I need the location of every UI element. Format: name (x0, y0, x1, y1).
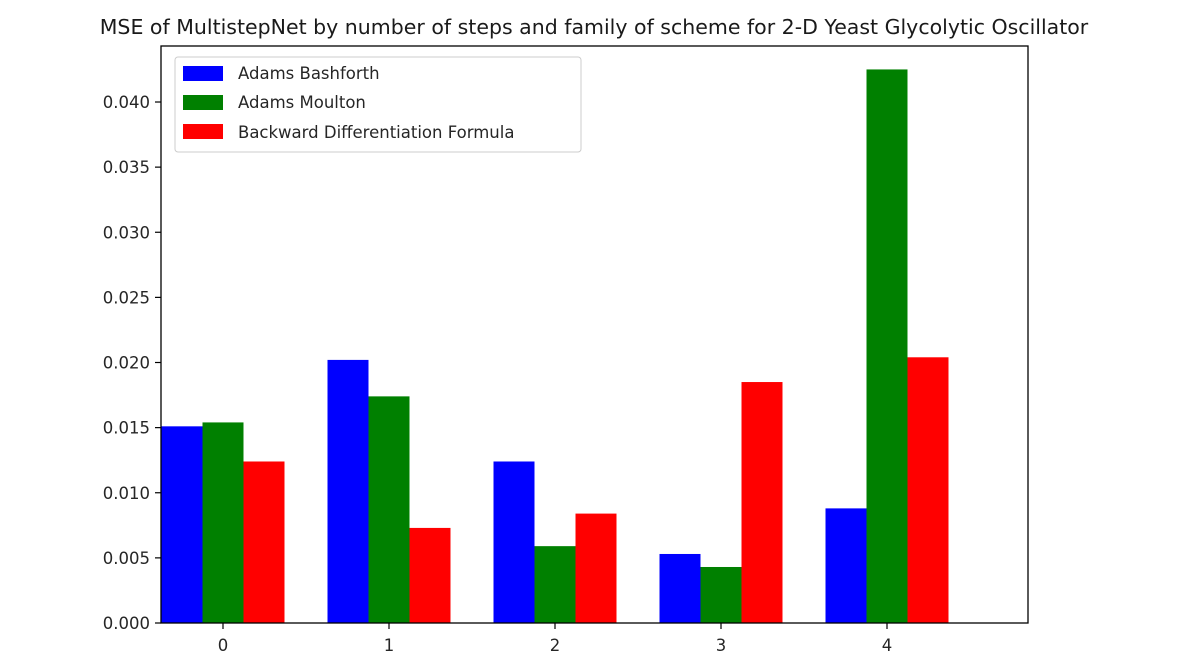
bar-adams-moulton-2 (534, 546, 576, 623)
bar-adams-moulton-3 (700, 566, 742, 623)
x-tick-label: 0 (218, 636, 229, 655)
x-tick-label: 2 (550, 636, 561, 655)
chart-title: MSE of MultistepNet by number of steps a… (100, 15, 1089, 39)
y-tick-label: 0.015 (103, 419, 150, 438)
plot-frame (160, 45, 1029, 624)
legend-swatch-adams-moulton (183, 95, 223, 110)
bar-adams-moulton-1 (368, 396, 410, 623)
bar-backward-differentiation-formula-2 (575, 513, 617, 623)
bar-backward-differentiation-formula-3 (741, 382, 783, 623)
bar-backward-differentiation-formula-4 (907, 357, 949, 623)
bar-adams-bashforth-3 (659, 553, 701, 623)
bar-backward-differentiation-formula-0 (243, 461, 285, 623)
y-tick-label: 0.025 (103, 288, 150, 307)
y-tick-label: 0.035 (103, 158, 150, 177)
legend-swatch-backward-differentiation-formula (183, 124, 223, 139)
y-tick-label: 0.005 (103, 549, 150, 568)
legend: Adams Bashforth Adams Moulton Backward D… (174, 56, 582, 153)
y-tick-label: 0.010 (103, 484, 150, 503)
bar-adams-bashforth-0 (161, 426, 203, 623)
bar-adams-bashforth-4 (825, 508, 867, 623)
bar-adams-bashforth-2 (493, 461, 535, 623)
bars-group (161, 69, 949, 623)
y-axis: 0.000 0.005 0.010 0.015 0.020 0.025 0.030 0.035… (103, 93, 161, 633)
legend-label-backward-differentiation-formula: Backward Differentiation Formula (238, 123, 514, 142)
bar-backward-differentiation-formula-1 (409, 527, 451, 623)
x-tick-label: 1 (384, 636, 395, 655)
bar-adams-moulton-0 (202, 422, 244, 623)
y-tick-label: 0.040 (103, 93, 150, 112)
legend-label-adams-bashforth: Adams Bashforth (238, 64, 380, 83)
bar-adams-bashforth-1 (327, 359, 369, 623)
y-tick-label: 0.000 (103, 614, 150, 633)
legend-box (174, 56, 582, 153)
y-tick-label: 0.030 (103, 223, 150, 242)
x-tick-label: 3 (716, 636, 727, 655)
bar-adams-moulton-4 (866, 69, 908, 623)
legend-swatch-adams-bashforth (183, 66, 223, 81)
x-axis: 0 1 2 3 4 (218, 623, 893, 655)
legend-label-adams-moulton: Adams Moulton (238, 93, 366, 112)
x-tick-label: 4 (882, 636, 893, 655)
y-tick-label: 0.020 (103, 354, 150, 373)
